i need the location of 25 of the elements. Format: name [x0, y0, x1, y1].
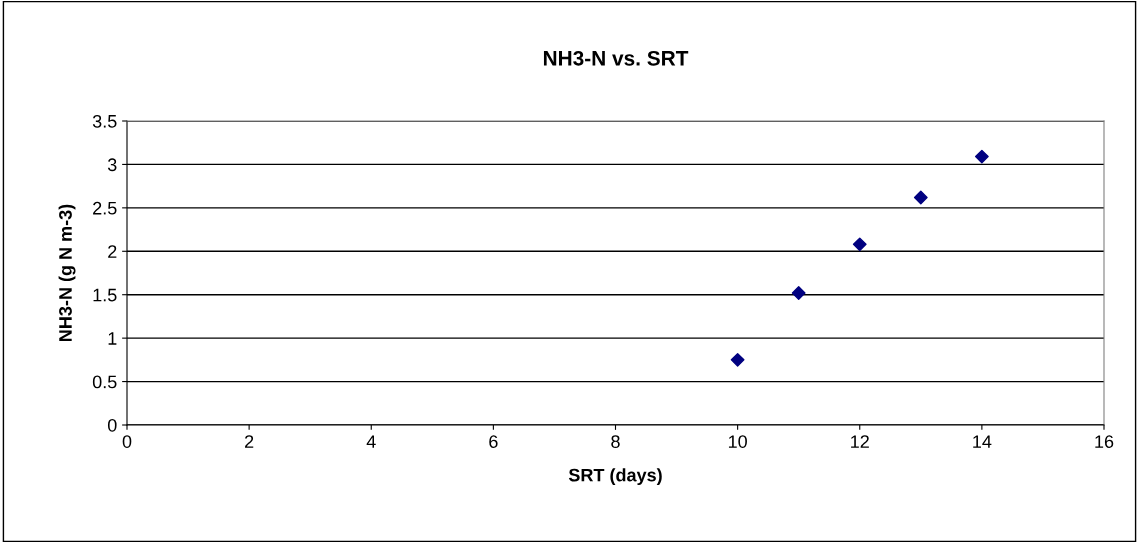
y-tick-label: 1.5	[93, 288, 117, 302]
point	[913, 190, 928, 205]
point	[791, 286, 806, 300]
x-tick-label: 12	[851, 435, 869, 448]
y-tick-label: 0	[107, 418, 117, 432]
x-tick-label: 16	[1095, 435, 1114, 448]
y-tick-label: 0.5	[92, 375, 117, 389]
x-tick-label: 6	[489, 435, 498, 448]
x-tick-label: 4	[366, 435, 376, 448]
x-tick-label: 2	[245, 435, 254, 448]
x-tick-label: 10	[728, 435, 747, 448]
y-tick-label: 3.5	[92, 114, 117, 128]
y-tick-label: 2.5	[93, 201, 117, 215]
point	[974, 149, 989, 164]
y-tick-label: 1	[108, 332, 117, 345]
y-axis-title: NH3-N (g N m-3)	[58, 204, 76, 341]
x-tick-label: 0	[122, 435, 132, 448]
point	[852, 237, 867, 252]
y-tick-label: 2	[108, 245, 117, 258]
chart-title: NH3-N vs. SRT	[543, 50, 689, 66]
x-axis-title: SRT (days)	[568, 468, 662, 486]
point	[730, 352, 745, 367]
x-tick-label: 8	[611, 435, 620, 448]
y-tick-label: 3	[107, 158, 117, 172]
x-tick-label: 14	[973, 435, 992, 448]
